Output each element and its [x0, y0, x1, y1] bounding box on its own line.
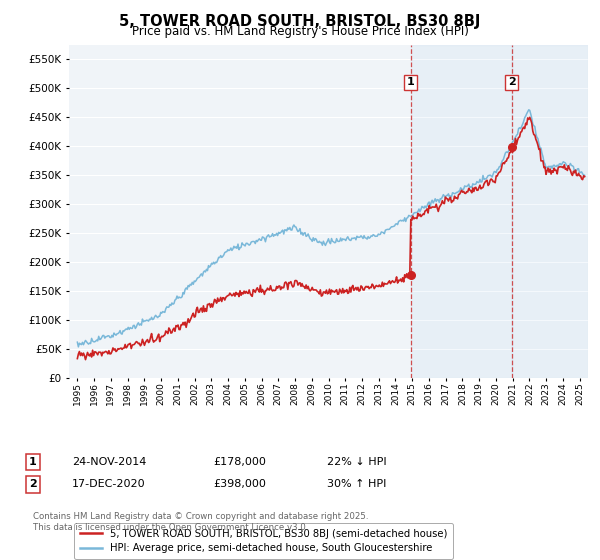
Text: 2: 2 [29, 479, 37, 489]
Text: 1: 1 [29, 457, 37, 467]
Text: 30% ↑ HPI: 30% ↑ HPI [327, 479, 386, 489]
Text: 24-NOV-2014: 24-NOV-2014 [72, 457, 146, 467]
Legend: 5, TOWER ROAD SOUTH, BRISTOL, BS30 8BJ (semi-detached house), HPI: Average price: 5, TOWER ROAD SOUTH, BRISTOL, BS30 8BJ (… [74, 523, 454, 559]
Text: £178,000: £178,000 [213, 457, 266, 467]
Text: 2: 2 [508, 77, 515, 87]
Text: £398,000: £398,000 [213, 479, 266, 489]
Text: Contains HM Land Registry data © Crown copyright and database right 2025.
This d: Contains HM Land Registry data © Crown c… [33, 512, 368, 532]
Text: 17-DEC-2020: 17-DEC-2020 [72, 479, 146, 489]
Text: Price paid vs. HM Land Registry's House Price Index (HPI): Price paid vs. HM Land Registry's House … [131, 25, 469, 38]
Text: 22% ↓ HPI: 22% ↓ HPI [327, 457, 386, 467]
Text: 5, TOWER ROAD SOUTH, BRISTOL, BS30 8BJ: 5, TOWER ROAD SOUTH, BRISTOL, BS30 8BJ [119, 14, 481, 29]
Bar [410, 45, 512, 378]
Text: 1: 1 [407, 77, 415, 87]
Bar [512, 45, 588, 378]
